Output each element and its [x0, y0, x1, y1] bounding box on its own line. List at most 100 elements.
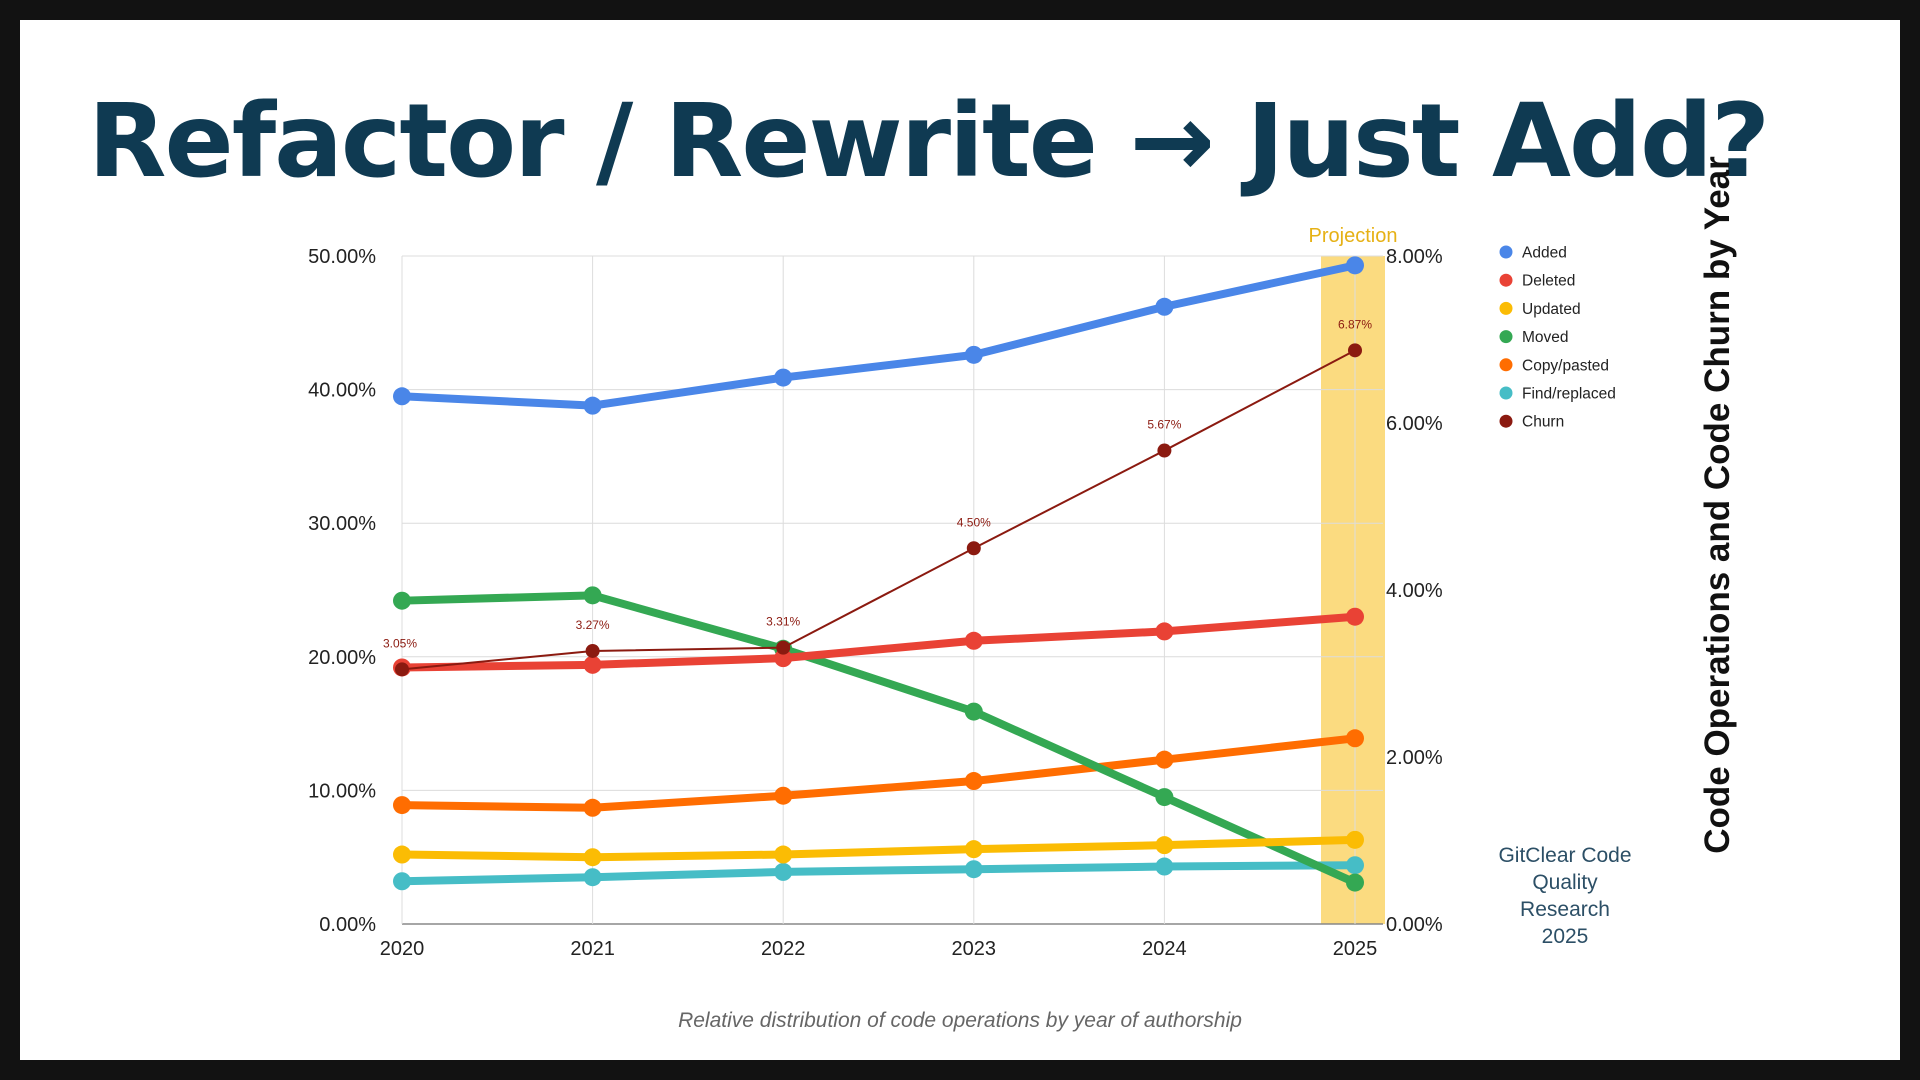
data-point-churn — [585, 643, 600, 658]
slide-title: Refactor / Rewrite → Just Add? — [88, 82, 1770, 201]
left-axis-tick-label: 10.00% — [308, 780, 376, 802]
data-point-churn — [1348, 343, 1362, 358]
data-point-added — [1155, 297, 1174, 316]
series-line-updated — [398, 835, 1359, 862]
legend-marker-churn — [1499, 414, 1513, 428]
legend-label-copy-pasted: Copy/pasted — [1522, 357, 1609, 374]
x-axis-tick-label: 2022 — [761, 938, 806, 960]
data-point-moved — [1155, 788, 1174, 807]
data-point-find-replaced — [393, 872, 411, 891]
data-point-deleted — [583, 655, 602, 674]
legend-label-deleted: Deleted — [1522, 273, 1575, 290]
data-label-churn: 3.27% — [576, 618, 610, 632]
data-point-find-replaced — [1346, 856, 1364, 875]
data-point-added — [964, 345, 983, 364]
data-label-churn: 4.50% — [957, 515, 991, 529]
series-line-added — [398, 261, 1359, 410]
legend-label-churn: Churn — [1522, 414, 1564, 431]
credit-line: Quality — [1532, 871, 1598, 894]
data-label-churn: 3.31% — [766, 615, 800, 629]
data-point-churn — [395, 662, 409, 677]
chart-caption: Relative distribution of code operations… — [678, 1009, 1242, 1032]
x-axis-tick-label: 2020 — [380, 938, 425, 960]
data-point-find-replaced — [583, 868, 602, 887]
series-deleted — [393, 607, 1364, 677]
x-axis-tick-label: 2021 — [570, 938, 615, 960]
legend-label-find-replaced: Find/replaced — [1522, 386, 1616, 403]
data-point-updated — [774, 845, 793, 864]
series-find-replaced — [393, 856, 1364, 891]
data-point-added — [583, 396, 602, 415]
series-churn: 3.05% 3.27% 3.31% 4.50% 5.67% 6.87% — [383, 317, 1372, 677]
data-point-deleted — [1346, 607, 1364, 626]
series-copy-pasted — [393, 729, 1364, 817]
credit-text: GitClear Code Quality Research 2025 — [1470, 842, 1660, 950]
legend-marker-updated — [1499, 301, 1513, 315]
series-line-churn — [401, 349, 1356, 671]
data-point-copy-pasted — [393, 796, 411, 815]
slide — [20, 20, 1900, 1060]
x-axis-tick-label: 2025 — [1333, 938, 1378, 960]
data-point-copy-pasted — [583, 798, 602, 817]
left-axis-tick-label: 20.00% — [308, 647, 376, 669]
right-axis-tick-label: 8.00% — [1386, 246, 1443, 268]
series-line-find-replaced — [398, 861, 1359, 886]
legend-marker-find-replaced — [1499, 386, 1513, 400]
data-point-copy-pasted — [964, 772, 983, 791]
series-line-deleted — [398, 612, 1359, 672]
series-added — [393, 256, 1364, 415]
data-label-churn: 3.05% — [383, 636, 417, 650]
data-point-churn — [776, 640, 791, 655]
credit-line: GitClear Code — [1498, 844, 1632, 867]
series-updated — [393, 830, 1364, 867]
data-point-deleted — [774, 649, 793, 668]
data-point-moved — [393, 591, 411, 610]
legend-label-added: Added — [1522, 245, 1567, 262]
data-point-moved — [1346, 873, 1364, 892]
legend-marker-moved — [1499, 330, 1513, 344]
right-axis-tick-label: 6.00% — [1386, 413, 1443, 435]
left-axis-tick-label: 50.00% — [308, 246, 376, 268]
data-point-churn — [1157, 443, 1172, 458]
projection-label: Projection — [1309, 225, 1398, 247]
legend-marker-deleted — [1499, 273, 1513, 287]
credit-line: Research — [1520, 898, 1610, 921]
right-axis-tick-label: 4.00% — [1386, 580, 1443, 602]
data-label-churn: 5.67% — [1147, 418, 1181, 432]
credit-line: 2025 — [1541, 925, 1589, 948]
series-moved — [393, 586, 1364, 892]
series-line-moved — [398, 591, 1359, 887]
legend-label-moved: Moved — [1522, 329, 1569, 346]
left-axis-tick-label: 0.00% — [319, 914, 376, 936]
data-point-added — [1346, 256, 1364, 275]
x-axis-tick-label: 2024 — [1142, 938, 1187, 960]
data-point-added — [774, 368, 793, 387]
left-axis-tick-label: 30.00% — [308, 513, 376, 535]
x-axis-tick-label: 2023 — [952, 938, 997, 960]
projection-band — [1321, 256, 1385, 924]
data-point-find-replaced — [964, 860, 983, 879]
data-point-moved — [964, 702, 983, 721]
legend-label-updated: Updated — [1522, 301, 1581, 318]
left-axis-tick-label: 40.00% — [308, 380, 376, 402]
data-point-deleted — [1155, 622, 1174, 641]
data-point-copy-pasted — [774, 786, 793, 805]
data-point-deleted — [964, 631, 983, 650]
legend-marker-copy-pasted — [1499, 358, 1513, 372]
data-point-find-replaced — [774, 862, 793, 881]
data-point-copy-pasted — [1155, 750, 1174, 769]
right-axis-tick-label: 2.00% — [1386, 747, 1443, 769]
data-point-updated — [393, 845, 411, 864]
data-point-updated — [1346, 830, 1364, 849]
data-point-added — [393, 387, 411, 406]
right-axis-tick-label: 0.00% — [1386, 914, 1443, 936]
vertical-chart-title: Code Operations and Code Churn by Year — [1698, 156, 1737, 854]
data-label-churn: 6.87% — [1338, 317, 1372, 331]
series-line-copy-pasted — [398, 734, 1359, 812]
data-point-find-replaced — [1155, 857, 1174, 876]
data-point-updated — [583, 848, 602, 867]
legend-marker-added — [1499, 245, 1513, 259]
data-point-updated — [964, 840, 983, 859]
data-point-moved — [583, 586, 602, 605]
